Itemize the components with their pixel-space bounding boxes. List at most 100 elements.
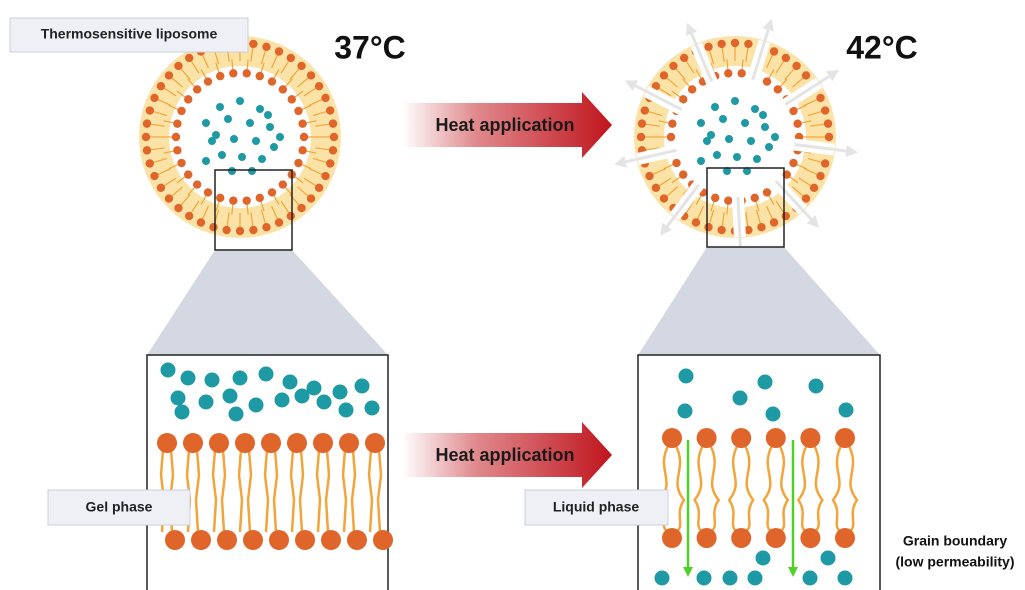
drug xyxy=(741,119,749,127)
drug xyxy=(748,571,763,586)
lipid-head xyxy=(679,170,687,178)
lipid-head xyxy=(717,226,725,234)
drug xyxy=(259,367,274,382)
drug xyxy=(202,119,210,127)
lipid-head xyxy=(824,119,832,127)
lipid-head xyxy=(184,95,192,103)
lipid-head xyxy=(236,227,244,235)
note: (low permeability) xyxy=(895,554,1014,570)
drug xyxy=(202,157,210,165)
lipid-head xyxy=(150,172,158,180)
lipid-head xyxy=(373,530,393,550)
drug xyxy=(238,153,246,161)
lipid-head xyxy=(242,196,250,204)
lipid-head xyxy=(770,218,778,226)
drug xyxy=(711,103,719,111)
lipid-head xyxy=(835,528,855,548)
lipid-head xyxy=(307,71,315,79)
diagram: Heat application Heat application Thermo… xyxy=(0,0,1025,590)
drug xyxy=(756,551,771,566)
lipid-head xyxy=(810,184,818,192)
lipid-head xyxy=(287,212,295,220)
lipid-head xyxy=(793,119,801,127)
lipid-head xyxy=(688,85,696,93)
lipid-head xyxy=(763,77,771,85)
lipid-head xyxy=(262,43,270,51)
lipid-head xyxy=(724,196,732,204)
drug xyxy=(252,137,260,145)
lipid-head xyxy=(216,194,224,202)
lipid-head xyxy=(724,69,732,77)
lipid-head xyxy=(321,94,329,102)
lipid-head xyxy=(800,428,820,448)
drug xyxy=(761,123,769,131)
lipid-head xyxy=(235,433,255,453)
drug xyxy=(713,151,721,159)
lipid-head xyxy=(300,133,308,141)
lipid-head xyxy=(143,146,151,154)
lipid-head xyxy=(243,530,263,550)
lipid-head xyxy=(782,54,790,62)
lipid-head xyxy=(142,133,150,141)
lipid-head xyxy=(249,40,257,48)
drug xyxy=(216,103,224,111)
drug xyxy=(275,393,290,408)
drug xyxy=(333,385,348,400)
lipid-head xyxy=(143,119,151,127)
lipid-head xyxy=(185,212,193,220)
lipid-head xyxy=(330,133,338,141)
lipid-head xyxy=(669,62,677,70)
lipid-head xyxy=(261,433,281,453)
lipid-head xyxy=(704,43,712,51)
lipid-head xyxy=(731,39,739,47)
lipid-head xyxy=(209,433,229,453)
lipid-head xyxy=(641,106,649,114)
lipid-head xyxy=(802,194,810,202)
drug xyxy=(733,153,741,161)
lipid-head xyxy=(347,530,367,550)
lipid-head xyxy=(294,107,302,115)
lipid-head xyxy=(222,226,230,234)
lipid-head xyxy=(825,133,833,141)
drug xyxy=(229,407,244,422)
lipid-head xyxy=(256,194,264,202)
lipid-head xyxy=(174,62,182,70)
lipid-head xyxy=(763,188,771,196)
lipid-head xyxy=(816,172,824,180)
note: Grain boundary xyxy=(903,533,1007,549)
lipid-head xyxy=(298,119,306,127)
drug xyxy=(283,375,298,390)
drug xyxy=(224,115,232,123)
lipid-head xyxy=(268,188,276,196)
lipid-head xyxy=(204,188,212,196)
lipid-head xyxy=(177,159,185,167)
drug xyxy=(765,143,773,151)
drug xyxy=(697,571,712,586)
lipid-head xyxy=(157,82,165,90)
lipid-head xyxy=(242,69,250,77)
lipid-head xyxy=(294,159,302,167)
lipid-head xyxy=(275,47,283,55)
lipid-head xyxy=(774,85,782,93)
phase-label: Liquid phase xyxy=(553,499,640,515)
lipid-head xyxy=(821,159,829,167)
drug xyxy=(205,373,220,388)
zoom-cone xyxy=(638,247,880,355)
lipid-head xyxy=(789,159,797,167)
temperature: 37°C xyxy=(334,29,406,65)
drug xyxy=(809,379,824,394)
lipid-head xyxy=(766,528,786,548)
lipid-head xyxy=(150,94,158,102)
drug xyxy=(249,398,264,413)
title-label: Thermosensitive liposome xyxy=(41,26,218,42)
lipid-head xyxy=(313,433,333,453)
lipid-head xyxy=(287,433,307,453)
drug xyxy=(266,123,274,131)
drug xyxy=(199,395,214,410)
lipid-head xyxy=(638,119,646,127)
drug xyxy=(256,105,264,113)
lipid-head xyxy=(704,223,712,231)
lipid-head xyxy=(660,194,668,202)
lipid-head xyxy=(295,530,315,550)
drug xyxy=(223,389,238,404)
